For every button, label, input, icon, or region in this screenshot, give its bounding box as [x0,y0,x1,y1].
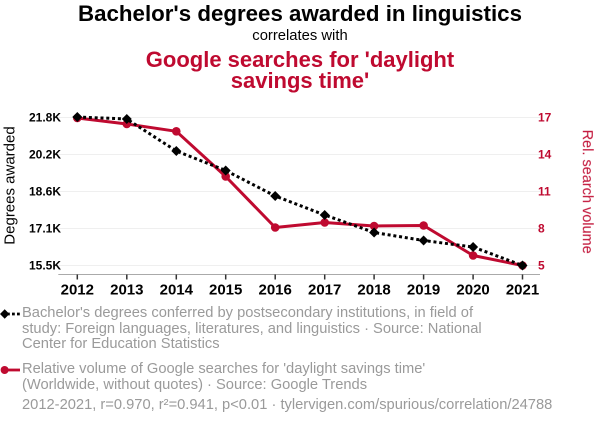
svg-text:Degrees awarded: Degrees awarded [2,126,19,244]
svg-text:2012: 2012 [61,281,94,298]
svg-text:Rel. search volume: Rel. search volume [579,130,595,254]
svg-text:17: 17 [538,110,552,124]
svg-text:2014: 2014 [160,281,194,298]
svg-text:2016: 2016 [259,281,292,298]
svg-text:2018: 2018 [357,281,390,298]
svg-text:2020: 2020 [456,281,489,298]
svg-text:8: 8 [538,221,545,235]
svg-text:20.2K: 20.2K [29,147,61,161]
svg-text:15.5K: 15.5K [29,258,61,272]
svg-text:2013: 2013 [110,281,143,298]
svg-text:2019: 2019 [407,281,440,298]
svg-text:21.8K: 21.8K [29,110,61,124]
svg-text:11: 11 [538,184,551,198]
svg-text:2015: 2015 [209,281,242,298]
svg-text:18.6K: 18.6K [29,184,61,198]
svg-text:5: 5 [538,258,545,272]
svg-text:14: 14 [538,147,552,161]
svg-text:2021: 2021 [506,281,539,298]
svg-text:2017: 2017 [308,281,341,298]
svg-text:17.1K: 17.1K [29,221,61,235]
